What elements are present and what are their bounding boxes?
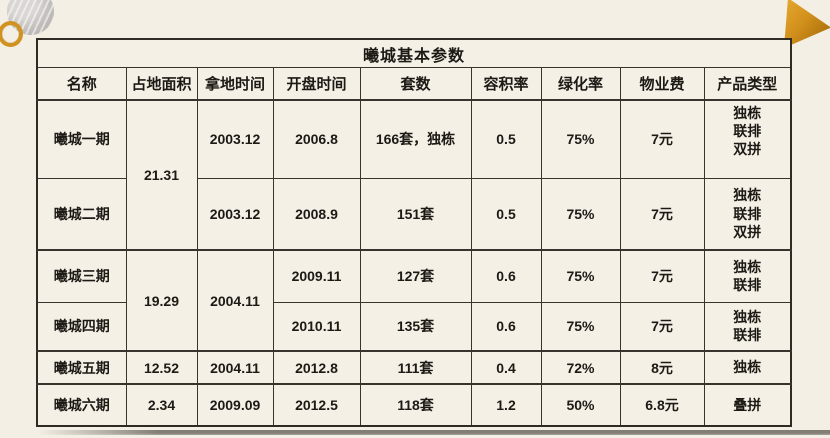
cell-open-time: 2008.9	[272, 177, 361, 251]
cell-land-time: 2003.12	[196, 99, 274, 179]
cell-open-time: 2012.8	[272, 350, 361, 385]
table-title: 曦城基本参数	[36, 38, 792, 68]
column-header-plot-ratio: 容积率	[470, 67, 542, 101]
cell-land-time: 2009.09	[196, 383, 274, 427]
cell-units: 118套	[359, 383, 472, 427]
cell-land-time: 2004.11	[196, 249, 274, 352]
table-row-phase1: 曦城一期 21.31 2003.12 2006.8 166套，独栋 0.5 75…	[36, 99, 792, 251]
cell-area: 2.34	[125, 383, 198, 427]
cell-name: 曦城三期	[36, 249, 127, 303]
gold-ring-decoration	[0, 21, 23, 47]
cell-units: 135套	[359, 301, 472, 352]
slide-bottom-edge-shadow	[38, 430, 830, 435]
cell-green-rate: 72%	[540, 350, 621, 385]
cell-open-time: 2006.8	[272, 99, 361, 179]
cell-product-type: 叠拼	[703, 383, 792, 427]
table-header-row: 名称 占地面积 拿地时间 开盘时间 套数 容积率 绿化率 物业费 产品类型	[36, 67, 792, 101]
cell-units: 151套	[359, 177, 472, 251]
cell-property-fee: 7元	[619, 177, 705, 251]
cell-green-rate: 50%	[540, 383, 621, 427]
cell-area: 19.29	[125, 249, 198, 352]
table-row-phase4: 曦城四期 2010.11 135套 0.6 75% 7元 独栋 联排	[36, 301, 792, 352]
cell-green-rate: 75%	[540, 249, 621, 303]
cell-units: 111套	[359, 350, 472, 385]
cell-green-rate: 75%	[540, 99, 621, 179]
cell-property-fee: 6.8元	[619, 383, 705, 427]
cell-property-fee: 8元	[619, 350, 705, 385]
cell-plot-ratio: 1.2	[470, 383, 542, 427]
cell-units: 127套	[359, 249, 472, 303]
table-row-phase3: 曦城三期 19.29 2004.11 2009.11 127套 0.6 75% …	[36, 249, 792, 352]
column-header-name: 名称	[36, 67, 127, 101]
cell-land-time: 2004.11	[196, 350, 274, 385]
column-header-green-rate: 绿化率	[540, 67, 621, 101]
cell-plot-ratio: 0.6	[470, 301, 542, 352]
column-header-units: 套数	[359, 67, 472, 101]
column-header-product-type: 产品类型	[703, 67, 792, 101]
cell-property-fee: 7元	[619, 249, 705, 303]
table-title-row: 曦城基本参数	[36, 38, 792, 68]
cell-area: 12.52	[125, 350, 198, 385]
table-row-phase6: 曦城六期 2.34 2009.09 2012.5 118套 1.2 50% 6.…	[36, 383, 792, 427]
cell-green-rate: 75%	[540, 177, 621, 251]
cell-plot-ratio: 0.6	[470, 249, 542, 303]
cell-green-rate: 75%	[540, 301, 621, 352]
cell-plot-ratio: 0.5	[470, 99, 542, 179]
cell-area: 21.31	[125, 99, 198, 251]
table-row-phase2: 曦城二期 2003.12 2008.9 151套 0.5 75% 7元 独栋 联…	[36, 177, 792, 251]
cell-property-fee: 7元	[619, 301, 705, 352]
cell-open-time: 2012.5	[272, 383, 361, 427]
cell-plot-ratio: 0.4	[470, 350, 542, 385]
column-header-property-fee: 物业费	[619, 67, 705, 101]
column-header-open-time: 开盘时间	[272, 67, 361, 101]
column-header-land-time: 拿地时间	[196, 67, 274, 101]
cell-name: 曦城四期	[36, 301, 127, 352]
cell-name: 曦城一期	[36, 99, 127, 179]
cell-units: 166套，独栋	[359, 99, 472, 179]
cell-name: 曦城六期	[36, 383, 127, 427]
parameters-table: 曦城基本参数 名称 占地面积 拿地时间 开盘时间 套数 容积率 绿化率 物业费 …	[36, 38, 793, 427]
cell-open-time: 2009.11	[272, 249, 361, 303]
table-row-phase5: 曦城五期 12.52 2004.11 2012.8 111套 0.4 72% 8…	[36, 350, 792, 385]
cell-product-type: 独栋 联排 双拼	[703, 177, 792, 251]
cell-name: 曦城五期	[36, 350, 127, 385]
cell-plot-ratio: 0.5	[470, 177, 542, 251]
slide-bottom-edge-fade	[38, 430, 158, 435]
cell-product-type: 独栋 联排	[703, 301, 792, 352]
cell-product-type: 独栋	[703, 350, 792, 385]
cell-land-time: 2003.12	[196, 177, 274, 251]
cell-name: 曦城二期	[36, 177, 127, 251]
cell-property-fee: 7元	[619, 99, 705, 179]
cell-product-type: 独栋 联排	[703, 249, 792, 303]
cell-open-time: 2010.11	[272, 301, 361, 352]
cell-product-type: 独栋 联排 双拼	[703, 99, 792, 179]
column-header-area: 占地面积	[125, 67, 198, 101]
